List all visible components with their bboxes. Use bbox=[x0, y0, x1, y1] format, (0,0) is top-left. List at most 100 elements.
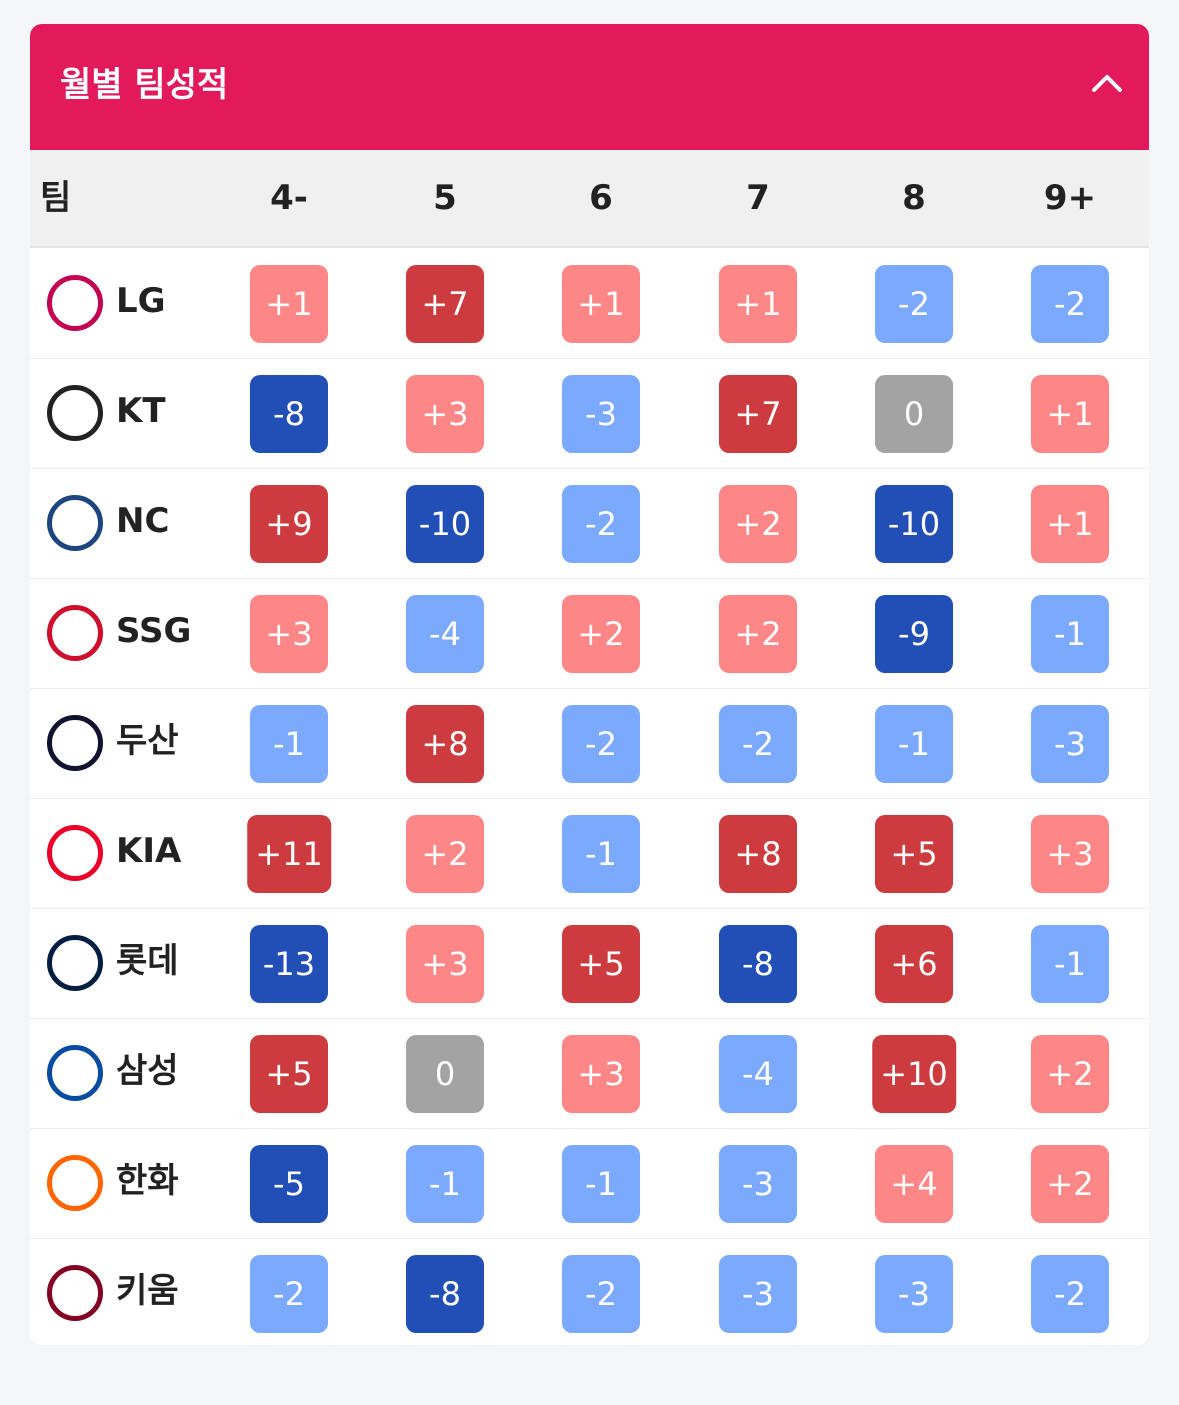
score-cell: -10 bbox=[875, 485, 953, 563]
team-logo bbox=[47, 1155, 103, 1211]
score-cell: +11 bbox=[247, 815, 331, 893]
score-cell: -2 bbox=[562, 485, 640, 563]
team-name: 키움 bbox=[116, 1271, 179, 1311]
score-cell: -3 bbox=[562, 375, 640, 453]
score-cell: +3 bbox=[406, 925, 484, 1003]
team-row: 롯데 -13 +3 +5 -8 +6 -1 bbox=[30, 908, 1149, 1019]
score-cell: -13 bbox=[250, 925, 328, 1003]
column-label: 팀 bbox=[40, 178, 72, 218]
score-cell: 0 bbox=[875, 375, 953, 453]
score-cell: -1 bbox=[1031, 925, 1109, 1003]
column-label: 8 bbox=[902, 178, 926, 218]
column-label: 6 bbox=[589, 178, 613, 218]
team-logo bbox=[47, 385, 103, 441]
column-label: 7 bbox=[746, 178, 770, 218]
score-cell: -2 bbox=[1031, 1255, 1109, 1333]
score-cell: -1 bbox=[406, 1145, 484, 1223]
score-cell: -1 bbox=[1031, 595, 1109, 673]
score-cell: -4 bbox=[406, 595, 484, 673]
score-cell: -2 bbox=[875, 265, 953, 343]
column-label: 4- bbox=[270, 178, 308, 218]
score-cell: +10 bbox=[872, 1035, 956, 1113]
team-row: 키움 -2 -8 -2 -3 -3 -2 bbox=[30, 1238, 1149, 1345]
team-name: KIA bbox=[116, 831, 182, 871]
score-cell: -9 bbox=[875, 595, 953, 673]
team-logo bbox=[47, 605, 103, 661]
score-cell: -3 bbox=[719, 1255, 797, 1333]
card: 월별 팀성적 팀 4- 5 6 7 8 9+ LG +1 +7 +1 +1 -2 -2 KT -8 +3 -3 +… bbox=[30, 24, 1149, 1345]
score-cell: -2 bbox=[562, 705, 640, 783]
score-cell: +2 bbox=[406, 815, 484, 893]
score-cell: +1 bbox=[250, 265, 328, 343]
score-cell: -2 bbox=[719, 705, 797, 783]
team-logo bbox=[47, 1265, 103, 1321]
column-label: 9+ bbox=[1043, 178, 1097, 218]
team-logo bbox=[47, 495, 103, 551]
score-cell: +5 bbox=[562, 925, 640, 1003]
score-cell: -5 bbox=[250, 1145, 328, 1223]
team-row: 삼성 +5 0 +3 -4 +10 +2 bbox=[30, 1018, 1149, 1129]
score-cell: +2 bbox=[719, 485, 797, 563]
team-name: SSG bbox=[116, 611, 192, 651]
score-cell: +1 bbox=[562, 265, 640, 343]
team-row: SSG +3 -4 +2 +2 -9 -1 bbox=[30, 578, 1149, 689]
score-cell: +3 bbox=[250, 595, 328, 673]
team-row: 한화 -5 -1 -1 -3 +4 +2 bbox=[30, 1128, 1149, 1239]
team-logo bbox=[47, 715, 103, 771]
card-header[interactable]: 월별 팀성적 bbox=[30, 24, 1149, 150]
score-cell: +1 bbox=[1031, 485, 1109, 563]
score-cell: +4 bbox=[875, 1145, 953, 1223]
score-cell: -8 bbox=[406, 1255, 484, 1333]
score-cell: -1 bbox=[562, 815, 640, 893]
team-name: NC bbox=[116, 501, 170, 541]
score-cell: 0 bbox=[406, 1035, 484, 1113]
score-cell: -2 bbox=[250, 1255, 328, 1333]
score-cell: -3 bbox=[1031, 705, 1109, 783]
score-cell: -10 bbox=[406, 485, 484, 563]
team-name: 삼성 bbox=[116, 1051, 179, 1091]
score-cell: +7 bbox=[406, 265, 484, 343]
score-cell: -2 bbox=[562, 1255, 640, 1333]
column-label: 5 bbox=[433, 178, 457, 218]
score-cell: -3 bbox=[875, 1255, 953, 1333]
team-row: LG +1 +7 +1 +1 -2 -2 bbox=[30, 248, 1149, 359]
score-cell: +1 bbox=[1031, 375, 1109, 453]
score-cell: +8 bbox=[406, 705, 484, 783]
team-name: KT bbox=[116, 391, 166, 431]
score-cell: -4 bbox=[719, 1035, 797, 1113]
team-row: NC +9 -10 -2 +2 -10 +1 bbox=[30, 468, 1149, 579]
column-header: 팀 4- 5 6 7 8 9+ bbox=[30, 150, 1149, 248]
score-cell: -8 bbox=[250, 375, 328, 453]
team-row: KIA +11 +2 -1 +8 +5 +3 bbox=[30, 798, 1149, 909]
score-cell: -1 bbox=[250, 705, 328, 783]
score-cell: +5 bbox=[875, 815, 953, 893]
collapse-icon[interactable] bbox=[1091, 68, 1123, 100]
title: 월별 팀성적 bbox=[60, 65, 229, 105]
score-cell: +2 bbox=[1031, 1035, 1109, 1113]
score-cell: +6 bbox=[875, 925, 953, 1003]
score-cell: +3 bbox=[406, 375, 484, 453]
score-cell: +2 bbox=[562, 595, 640, 673]
score-cell: -2 bbox=[1031, 265, 1109, 343]
score-cell: +7 bbox=[719, 375, 797, 453]
team-name: 롯데 bbox=[116, 941, 179, 981]
team-row: 두산 -1 +8 -2 -2 -1 -3 bbox=[30, 688, 1149, 799]
team-name: 두산 bbox=[116, 721, 179, 761]
team-logo bbox=[47, 935, 103, 991]
team-logo bbox=[47, 275, 103, 331]
score-cell: +3 bbox=[1031, 815, 1109, 893]
score-cell: +3 bbox=[562, 1035, 640, 1113]
team-logo bbox=[47, 1045, 103, 1101]
score-cell: +2 bbox=[1031, 1145, 1109, 1223]
score-cell: +9 bbox=[250, 485, 328, 563]
score-cell: -3 bbox=[719, 1145, 797, 1223]
team-logo bbox=[47, 825, 103, 881]
score-cell: +2 bbox=[719, 595, 797, 673]
score-cell: +8 bbox=[719, 815, 797, 893]
score-cell: +1 bbox=[719, 265, 797, 343]
score-cell: -1 bbox=[875, 705, 953, 783]
score-cell: -8 bbox=[719, 925, 797, 1003]
team-name: LG bbox=[116, 281, 166, 321]
score-cell: -1 bbox=[562, 1145, 640, 1223]
